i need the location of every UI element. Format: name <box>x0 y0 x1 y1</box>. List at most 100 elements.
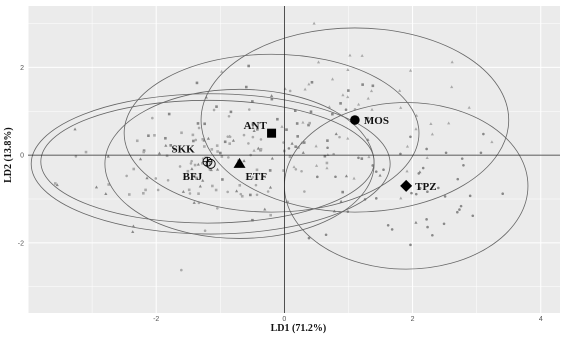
data-point <box>131 224 136 228</box>
data-point <box>323 154 327 158</box>
data-point <box>334 175 337 179</box>
data-point <box>164 136 167 140</box>
data-point <box>418 170 422 174</box>
data-point <box>138 157 143 161</box>
data-point <box>188 192 192 195</box>
data-point <box>74 155 78 158</box>
y-tick-label: -2 <box>18 240 24 247</box>
data-point <box>405 169 409 173</box>
data-point <box>206 136 210 140</box>
data-point <box>221 178 224 181</box>
centroid-mos <box>350 115 360 125</box>
data-point <box>135 139 139 143</box>
data-point <box>307 123 310 127</box>
data-point <box>276 117 279 121</box>
data-point <box>458 208 461 211</box>
data-point <box>431 233 434 237</box>
data-point <box>467 105 471 109</box>
data-point <box>308 121 311 125</box>
label-mos: MOS <box>364 115 389 127</box>
data-point <box>189 162 193 165</box>
data-point <box>437 186 440 190</box>
label-ant: ANT <box>244 120 268 132</box>
data-point <box>450 60 454 64</box>
data-point <box>378 173 382 177</box>
data-point <box>327 105 331 109</box>
data-point <box>256 146 260 150</box>
data-point <box>131 230 135 234</box>
data-point <box>360 157 364 160</box>
data-point <box>309 110 313 114</box>
data-point <box>214 188 218 192</box>
data-point <box>409 243 412 247</box>
data-point <box>197 192 200 195</box>
data-point <box>144 188 147 192</box>
data-point <box>142 150 146 154</box>
data-point <box>408 68 413 72</box>
data-point <box>425 147 428 151</box>
data-point <box>228 135 232 139</box>
data-point <box>479 151 483 155</box>
data-point <box>269 94 274 98</box>
data-point <box>201 161 204 165</box>
data-point <box>156 188 160 192</box>
data-point <box>330 77 335 81</box>
data-point <box>192 200 196 204</box>
ellipse-bfj <box>30 93 391 235</box>
data-point <box>203 229 207 233</box>
data-point <box>334 132 338 136</box>
data-point <box>194 138 198 142</box>
data-point <box>256 128 259 131</box>
data-point <box>325 166 329 170</box>
data-point <box>307 236 311 240</box>
data-point <box>316 175 319 179</box>
data-point <box>216 206 219 210</box>
data-point <box>316 60 321 64</box>
data-point <box>418 186 422 190</box>
data-point <box>164 143 168 147</box>
data-point <box>191 133 195 137</box>
data-point <box>201 137 205 141</box>
data-point <box>125 174 128 178</box>
data-point <box>501 192 505 196</box>
data-point <box>361 83 364 86</box>
data-point <box>398 89 402 92</box>
data-point <box>338 135 341 139</box>
data-point <box>300 169 303 173</box>
label-skk: SKK <box>171 144 195 156</box>
data-point <box>352 176 356 180</box>
centroid-bfj <box>205 158 216 169</box>
data-point <box>142 149 146 152</box>
data-point <box>270 97 274 101</box>
data-point <box>208 168 212 171</box>
data-point <box>462 164 465 167</box>
data-point <box>226 190 229 194</box>
data-point <box>231 138 235 142</box>
data-point <box>180 268 183 272</box>
data-point <box>203 122 206 126</box>
data-point <box>192 139 195 143</box>
data-point <box>104 192 108 195</box>
data-point <box>212 108 216 112</box>
confidence-ellipses <box>30 27 529 270</box>
data-point <box>307 82 311 86</box>
data-point <box>366 96 370 100</box>
data-point <box>132 167 136 171</box>
data-point <box>167 112 171 116</box>
data-point <box>254 183 258 187</box>
data-point <box>456 177 460 181</box>
x-tick-label: -2 <box>153 316 159 323</box>
data-point <box>442 222 446 226</box>
data-point <box>228 142 231 145</box>
data-point <box>211 184 214 188</box>
data-point <box>374 197 378 200</box>
data-point <box>347 89 350 92</box>
data-point <box>490 140 494 144</box>
data-point <box>360 53 364 57</box>
data-point <box>341 93 345 97</box>
data-point <box>367 155 371 159</box>
data-point <box>255 168 259 172</box>
data-point <box>142 191 145 195</box>
data-point <box>294 168 298 171</box>
data-point <box>209 168 213 172</box>
